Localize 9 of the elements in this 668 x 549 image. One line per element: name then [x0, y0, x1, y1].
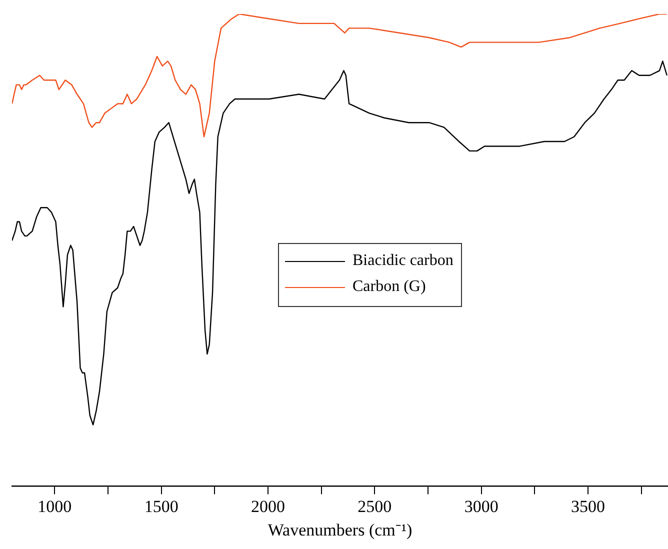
legend-label: Carbon (G): [352, 278, 426, 296]
x-tick-label: 2000: [251, 496, 285, 516]
x-tick-label: 3500: [571, 496, 605, 516]
legend-label: Biacidic carbon: [352, 252, 454, 270]
x-axis-title: Wavenumbers (cm⁻¹): [268, 520, 412, 540]
x-tick-label: 2500: [358, 496, 392, 516]
x-tick-label: 1000: [38, 496, 72, 516]
x-tick-label: 1500: [144, 496, 178, 516]
x-tick-label: 3000: [464, 496, 498, 516]
